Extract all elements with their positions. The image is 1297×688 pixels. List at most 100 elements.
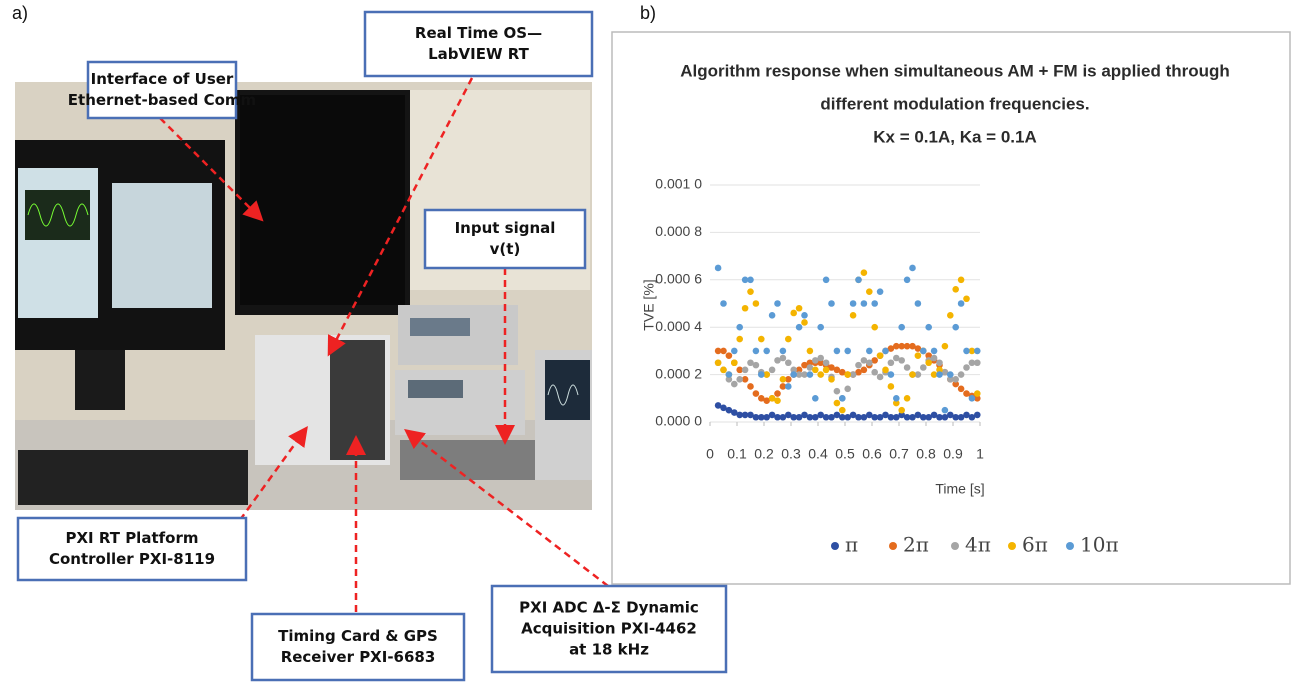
arrow <box>238 425 308 521</box>
data-point <box>714 359 722 367</box>
x-tick-label: 0 <box>706 446 714 462</box>
data-point <box>860 269 868 276</box>
data-point <box>844 371 851 378</box>
data-point <box>898 411 905 419</box>
photo <box>15 82 592 510</box>
data-point <box>785 335 792 343</box>
data-point <box>974 411 981 419</box>
x-tick-label: 0.7 <box>889 446 909 462</box>
legend-label: 10π <box>1080 533 1119 557</box>
data-point <box>763 347 770 355</box>
data-point <box>774 397 781 404</box>
data-point <box>952 413 959 421</box>
chart-frame <box>611 31 1291 585</box>
data-point <box>747 411 754 419</box>
data-point <box>747 359 754 367</box>
data-point <box>817 359 824 367</box>
chart: Algorithm response when simultaneous AM … <box>641 61 1230 556</box>
data-point <box>893 413 900 421</box>
annotation-box <box>250 612 466 682</box>
data-point <box>914 352 922 359</box>
data-point <box>957 371 965 378</box>
data-point <box>768 411 776 419</box>
data-point <box>795 323 803 331</box>
data-point <box>957 413 965 421</box>
data-point <box>968 395 976 402</box>
x-tick-label: 1 <box>976 446 984 462</box>
data-point <box>752 300 760 307</box>
data-point <box>779 347 787 355</box>
data-point <box>741 376 749 383</box>
data-point <box>855 413 862 421</box>
data-point <box>936 359 943 367</box>
data-point <box>817 411 824 419</box>
x-tick-label: 0.3 <box>781 446 801 462</box>
data-point <box>833 399 841 407</box>
data-point <box>763 413 770 421</box>
data-point <box>768 395 776 402</box>
data-point <box>806 347 814 355</box>
data-point <box>909 371 916 378</box>
data-point <box>903 364 911 371</box>
data-point <box>866 288 873 295</box>
data-point <box>774 357 781 364</box>
data-point <box>952 323 959 331</box>
chart-title: Algorithm response when simultaneous AM … <box>680 61 1230 80</box>
data-point <box>736 411 743 419</box>
data-point <box>768 366 776 374</box>
data-point <box>947 376 954 383</box>
data-point <box>758 413 765 421</box>
y-tick-label: 0.001 0 <box>655 176 702 192</box>
panel-label: b) <box>640 3 656 23</box>
data-point <box>871 413 878 421</box>
data-point <box>887 413 895 421</box>
data-point <box>725 352 733 359</box>
annotation-box <box>423 208 587 270</box>
x-tick-label: 0.2 <box>754 446 774 462</box>
data-point <box>758 371 765 378</box>
data-point <box>849 312 857 319</box>
data-point <box>731 380 738 388</box>
data-point <box>893 399 900 407</box>
data-point <box>747 383 754 390</box>
data-point <box>828 413 835 421</box>
data-point <box>930 371 938 378</box>
data-point <box>909 413 916 421</box>
data-point <box>779 413 787 421</box>
data-point <box>828 364 835 371</box>
data-point <box>736 376 743 383</box>
y-axis-label: TVE [%] <box>641 279 657 330</box>
data-point <box>920 413 927 421</box>
y-tick-label: 0.000 2 <box>655 365 702 381</box>
data-point <box>925 352 932 359</box>
legend-label: 6π <box>1022 533 1048 557</box>
data-point <box>817 354 824 362</box>
data-point <box>758 335 765 343</box>
data-point <box>898 342 905 350</box>
data-point <box>714 264 722 272</box>
data-point <box>860 366 868 374</box>
arrow <box>327 77 474 357</box>
data-point <box>855 361 862 369</box>
data-point <box>844 385 851 393</box>
data-point <box>866 347 873 355</box>
data-point <box>795 371 803 378</box>
data-point <box>963 295 970 303</box>
data-point <box>714 402 722 409</box>
legend-marker <box>951 542 959 550</box>
data-point <box>876 288 884 295</box>
annotation-text: Ethernet-based Comm <box>68 91 256 109</box>
data-point <box>763 371 770 378</box>
data-point <box>914 345 922 352</box>
data-point <box>903 395 911 402</box>
data-point <box>957 385 965 393</box>
annotation-text: Real Time OS— <box>415 24 542 42</box>
data-point <box>860 413 868 421</box>
data-point <box>720 366 727 374</box>
data-point <box>806 364 814 371</box>
annotation-box <box>16 516 248 582</box>
data-point <box>822 366 830 374</box>
data-point <box>731 409 738 416</box>
data-point <box>774 300 781 307</box>
data-point <box>903 413 911 421</box>
